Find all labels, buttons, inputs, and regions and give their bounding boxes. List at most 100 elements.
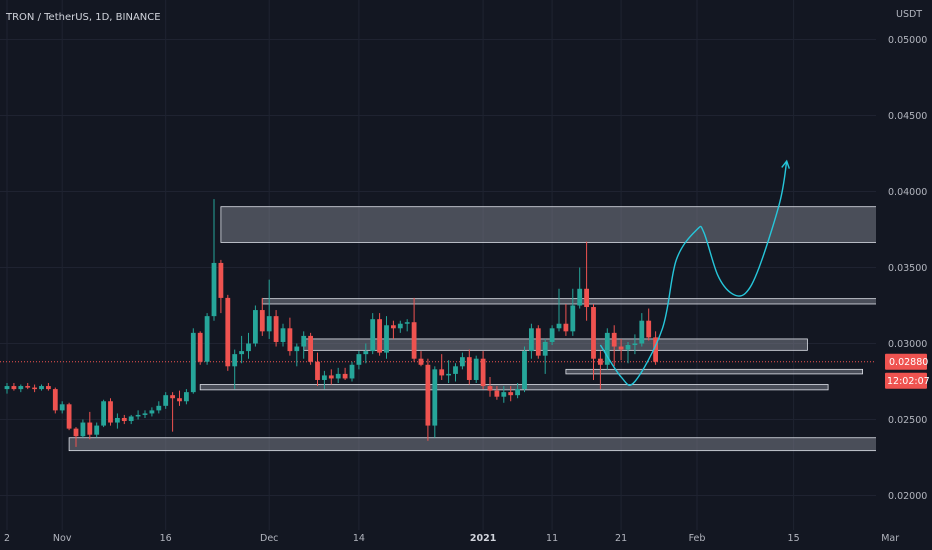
x-tick-label: 2	[4, 533, 10, 544]
candle-body	[425, 364, 431, 426]
y-tick-label: 0.04000	[888, 187, 927, 198]
candle	[39, 384, 44, 391]
candle-body	[591, 307, 596, 359]
candle	[577, 267, 583, 309]
candle	[349, 361, 355, 382]
candle	[4, 383, 10, 394]
candle	[232, 349, 238, 390]
candle-body	[121, 417, 127, 422]
x-tick-label: Feb	[689, 533, 706, 544]
candle-body	[246, 343, 251, 352]
y-tick-label: 0.02500	[888, 415, 927, 426]
candlestick-series	[4, 199, 658, 447]
price-badges: 0.02880 12:02:07	[885, 353, 930, 389]
candle-body	[59, 404, 65, 411]
candle	[315, 352, 320, 387]
candle-body	[253, 310, 258, 344]
x-tick-label: 11	[546, 533, 558, 544]
candle	[639, 313, 645, 347]
candle-body	[549, 328, 555, 342]
candle	[18, 384, 24, 393]
candle-body	[204, 316, 210, 362]
y-tick-label: 0.03000	[888, 339, 927, 350]
candle-body	[218, 262, 224, 298]
candle-body	[632, 343, 638, 346]
candle-body	[32, 387, 37, 390]
candle-body	[177, 398, 182, 402]
candle-body	[625, 345, 631, 350]
candle-body	[653, 337, 658, 362]
candle	[432, 366, 438, 438]
candle-body	[25, 386, 31, 388]
candle	[301, 331, 307, 359]
countdown-label: 12:02:07	[887, 376, 930, 387]
y-tick-label: 0.02000	[888, 491, 927, 502]
candle	[52, 387, 58, 414]
time-axis[interactable]: 2 Nov 16 Dec 14 2021 11 21 Feb 15 Mar	[4, 533, 899, 544]
candle-body	[473, 358, 479, 380]
candle-body	[570, 305, 576, 332]
candle	[570, 288, 576, 336]
candle-body	[259, 310, 265, 332]
candle	[184, 389, 189, 405]
candle-body	[439, 369, 445, 376]
candle	[225, 294, 231, 371]
candle-body	[370, 319, 376, 352]
y-tick-label: 0.05000	[888, 35, 927, 46]
candle-body	[322, 375, 327, 380]
candle-body	[342, 373, 348, 379]
candle-body	[170, 395, 175, 399]
candle	[115, 413, 120, 429]
candle	[259, 297, 265, 336]
candle	[218, 259, 224, 314]
candle	[25, 383, 31, 390]
candle-body	[611, 332, 617, 347]
candle-body	[197, 332, 203, 362]
candle-body	[4, 386, 10, 390]
candle-body	[363, 351, 369, 355]
candle	[535, 325, 541, 359]
candle	[73, 427, 79, 447]
candle	[466, 349, 472, 385]
candle	[253, 305, 258, 347]
candle-body	[515, 389, 520, 396]
x-tick-label: Dec	[260, 533, 278, 544]
candle-body	[94, 425, 100, 435]
candle-body	[508, 392, 514, 396]
candle-body	[501, 392, 507, 397]
candle-body	[232, 354, 238, 367]
candle	[128, 414, 134, 425]
price-axis[interactable]: 0.05000 0.04500 0.04000 0.03500 0.03000 0.025…	[888, 35, 927, 502]
candle-body	[287, 328, 293, 352]
candle	[404, 319, 410, 332]
projection-path	[599, 160, 788, 386]
candle	[80, 419, 86, 438]
candle-body	[142, 413, 148, 415]
candle	[246, 332, 251, 359]
candle-body	[39, 386, 44, 390]
candle	[556, 288, 562, 332]
candle-body	[163, 395, 169, 406]
candle-body	[308, 335, 313, 362]
candle-body	[349, 364, 355, 379]
candle	[11, 383, 17, 391]
candle	[204, 313, 210, 365]
candle	[322, 370, 327, 390]
candle	[94, 422, 100, 438]
price-zone	[565, 368, 864, 375]
candle-body	[639, 320, 645, 344]
countdown-badge	[885, 372, 927, 389]
candle	[342, 367, 348, 380]
candle	[156, 401, 162, 414]
x-tick-label: Mar	[881, 533, 899, 544]
candle	[549, 325, 555, 346]
candle	[377, 313, 382, 356]
candle-body	[529, 328, 534, 352]
candle-body	[466, 357, 472, 380]
candle-body	[487, 386, 493, 391]
x-tick-label: 16	[160, 533, 172, 544]
candle	[356, 351, 362, 370]
candle-body	[418, 358, 424, 365]
